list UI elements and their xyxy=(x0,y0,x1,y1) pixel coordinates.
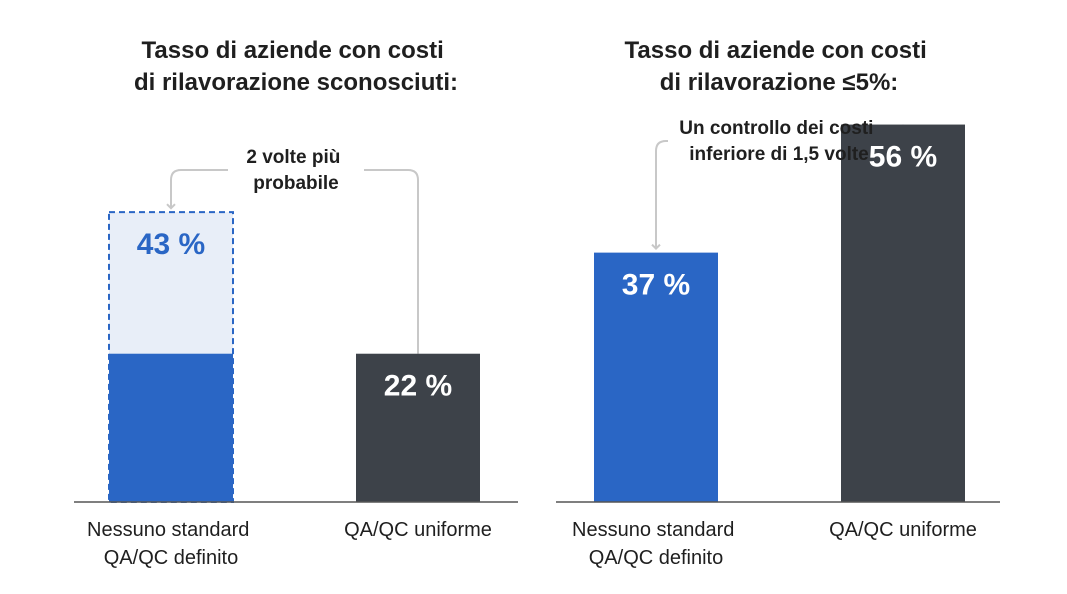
chart-title: Tasso di aziende con costi di rilavorazi… xyxy=(625,37,934,96)
data-label: 37 % xyxy=(622,269,690,302)
category-label: Nessuno standard QA/QC definito xyxy=(572,519,740,569)
chart-title: Tasso di aziende con costi di rilavorazi… xyxy=(134,37,458,96)
annotation-arrow xyxy=(166,169,228,210)
bar-nessuno-standard xyxy=(594,252,718,502)
chart-panel-right: Tasso di aziende con costi di rilavorazi… xyxy=(556,37,1000,569)
bar-qa-qc-uniforme xyxy=(841,124,965,502)
category-label: Nessuno standard QA/QC definito xyxy=(87,519,255,569)
data-label: 22 % xyxy=(384,370,452,403)
data-label: 43 % xyxy=(137,228,205,261)
annotation-text: 2 volte più probabile xyxy=(246,147,345,194)
category-label: QA/QC uniforme xyxy=(829,519,977,541)
bar-qa-qc-uniforme xyxy=(356,353,480,502)
annotation-connector xyxy=(364,169,419,354)
annotation-text: Un controllo dei costi inferiore di 1,5 … xyxy=(679,118,879,165)
category-label: QA/QC uniforme xyxy=(344,519,492,541)
data-label: 56 % xyxy=(869,141,937,174)
connector-left xyxy=(166,169,419,354)
annotation-arrow xyxy=(651,140,668,251)
chart-panel-left: Tasso di aziende con costi di rilavorazi… xyxy=(74,37,518,569)
bar-nessuno-standard xyxy=(109,353,233,502)
